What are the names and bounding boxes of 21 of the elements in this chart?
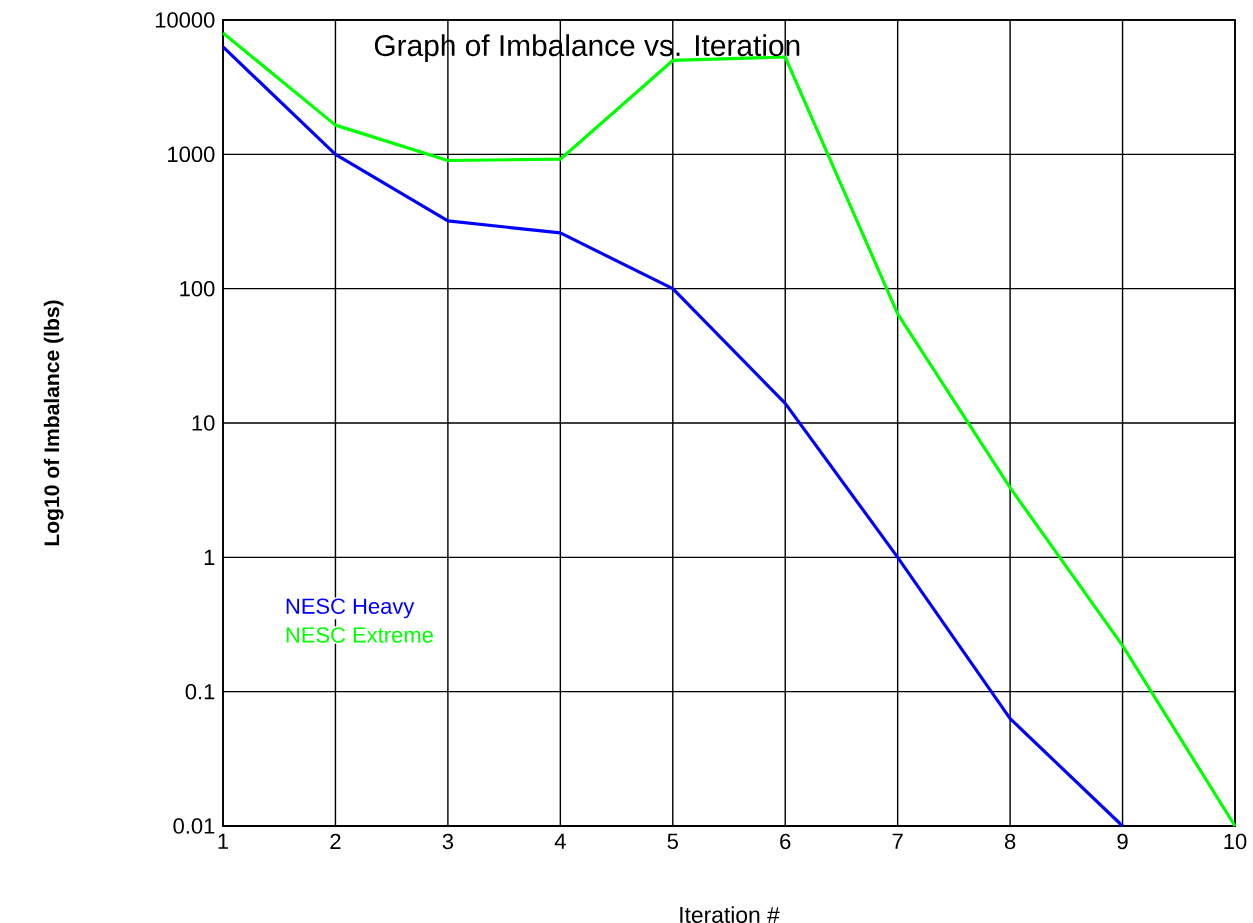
y-axis-title: Log10 of Imbalance (lbs) [43, 300, 64, 546]
y-tick-label: 1 [204, 549, 215, 565]
x-tick-label: 4 [554, 833, 566, 849]
y-tick-label: 100 [180, 280, 215, 297]
x-tick-label: 8 [1004, 833, 1016, 850]
x-tick-label: 9 [1117, 833, 1128, 850]
y-tick-label: 0.01 [173, 818, 215, 834]
x-tick-label: 1 [218, 833, 229, 849]
y-tick-label: 10000 [155, 12, 215, 28]
x-tick-label: 5 [667, 833, 678, 850]
y-tick-label: 10 [192, 415, 215, 431]
x-tick-label: 7 [892, 833, 903, 849]
x-tick-label: 3 [442, 833, 454, 850]
x-tick-label: 10 [1224, 833, 1247, 850]
y-tick-label: 1000 [168, 146, 215, 163]
x-axis-title: Iteration # [680, 906, 780, 923]
text: NESC Heavy [286, 598, 415, 619]
x-tick-label: 6 [780, 833, 791, 850]
x-tick-label: 2 [330, 833, 341, 850]
text: NESC Extreme [286, 627, 433, 643]
y-tick-label: 0.1 [185, 683, 215, 700]
